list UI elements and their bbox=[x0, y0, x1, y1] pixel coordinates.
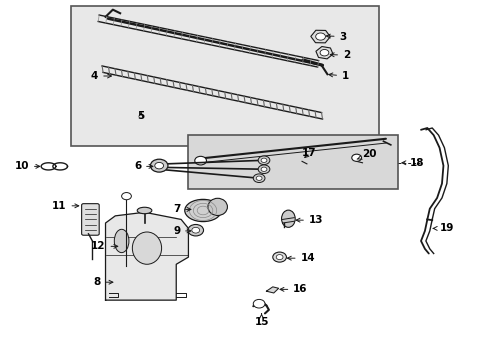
Text: 2: 2 bbox=[329, 50, 349, 60]
Circle shape bbox=[253, 174, 264, 183]
Circle shape bbox=[253, 300, 264, 308]
Text: 8: 8 bbox=[93, 277, 113, 287]
Circle shape bbox=[258, 156, 269, 165]
Text: 4: 4 bbox=[91, 71, 111, 81]
Bar bbox=[71, 6, 378, 146]
Polygon shape bbox=[266, 287, 278, 293]
Circle shape bbox=[320, 49, 328, 56]
Polygon shape bbox=[105, 212, 188, 300]
Circle shape bbox=[258, 165, 269, 174]
Ellipse shape bbox=[207, 198, 227, 216]
Circle shape bbox=[315, 33, 325, 40]
Text: 18: 18 bbox=[401, 158, 424, 168]
Text: 13: 13 bbox=[296, 215, 323, 225]
Ellipse shape bbox=[132, 232, 161, 264]
Circle shape bbox=[187, 225, 203, 236]
Circle shape bbox=[261, 167, 266, 171]
Circle shape bbox=[155, 162, 163, 169]
Circle shape bbox=[276, 255, 283, 260]
Circle shape bbox=[122, 193, 131, 200]
Text: 6: 6 bbox=[134, 161, 153, 171]
Ellipse shape bbox=[137, 207, 152, 214]
Ellipse shape bbox=[281, 210, 295, 227]
Circle shape bbox=[261, 158, 266, 162]
Text: 15: 15 bbox=[254, 314, 268, 327]
Text: 17: 17 bbox=[302, 148, 316, 158]
Text: 20: 20 bbox=[356, 149, 376, 159]
Circle shape bbox=[256, 176, 262, 180]
Text: 9: 9 bbox=[173, 226, 190, 236]
Text: 10: 10 bbox=[15, 161, 40, 171]
Text: 16: 16 bbox=[280, 284, 307, 294]
Bar bbox=[188, 135, 397, 189]
Ellipse shape bbox=[114, 229, 129, 253]
Circle shape bbox=[191, 227, 199, 233]
Text: 3: 3 bbox=[325, 32, 346, 41]
Text: 19: 19 bbox=[432, 224, 453, 233]
FancyBboxPatch shape bbox=[81, 204, 99, 235]
Text: 5: 5 bbox=[137, 111, 144, 121]
Text: 14: 14 bbox=[287, 253, 315, 263]
Text: 11: 11 bbox=[52, 201, 79, 211]
Circle shape bbox=[351, 154, 361, 161]
Ellipse shape bbox=[184, 199, 221, 222]
Text: 7: 7 bbox=[172, 204, 190, 215]
Circle shape bbox=[150, 159, 167, 172]
Text: 1: 1 bbox=[328, 71, 348, 81]
Text: 12: 12 bbox=[91, 241, 118, 251]
Circle shape bbox=[272, 252, 286, 262]
Circle shape bbox=[194, 156, 206, 165]
